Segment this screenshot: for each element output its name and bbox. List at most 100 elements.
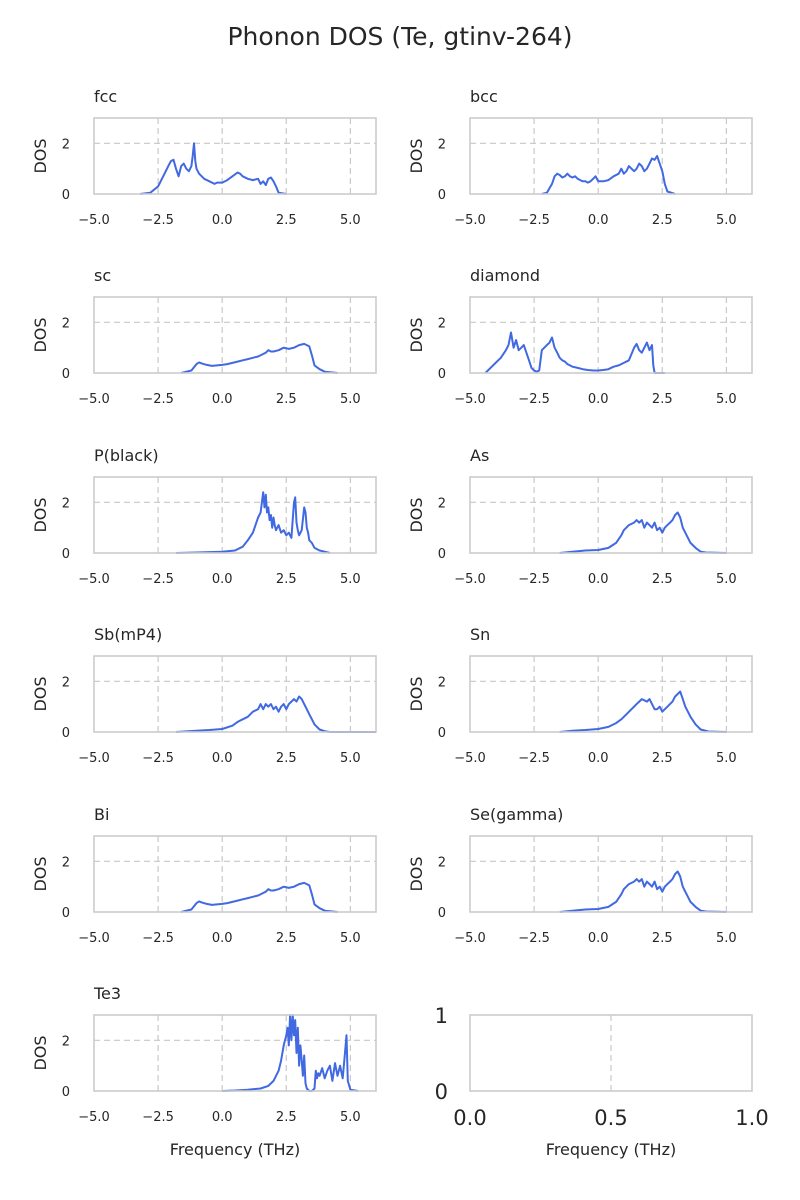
x-axis-label: Frequency (THz): [170, 1140, 300, 1159]
x-tick-label: −5.0: [78, 213, 110, 228]
dos-curve: [139, 142, 287, 195]
axes-frame: [469, 296, 753, 374]
x-tick-label: 5.0: [340, 1110, 361, 1125]
y-axis-label: DOS: [407, 317, 426, 352]
x-tick-label: −5.0: [454, 392, 486, 407]
x-tick-label: 2.5: [276, 213, 297, 228]
y-tick-label: 2: [438, 496, 446, 511]
y-tick-label: 2: [62, 855, 70, 870]
x-tick-label: 0.0: [588, 572, 609, 587]
y-tick-label: 0: [438, 906, 446, 921]
y-axis-label: DOS: [407, 856, 426, 891]
dos-curve: [559, 870, 727, 913]
panel-6: −5.0 −2.5 0.0 2.5 5.0 0 2 Sb(mP4) DOS: [31, 625, 377, 766]
x-tick-label: −2.5: [518, 213, 550, 228]
x-tick-label: 5.0: [340, 751, 361, 766]
panel-title: fcc: [94, 87, 117, 106]
y-axis-label: DOS: [31, 856, 50, 891]
panel-title: Sb(mP4): [94, 625, 162, 644]
y-axis-label: DOS: [31, 138, 50, 173]
dos-curve: [180, 342, 338, 374]
axes-frame: [93, 835, 377, 913]
dos-curve: [175, 695, 376, 733]
x-tick-label: 5.0: [716, 931, 737, 946]
y-tick-label: 2: [62, 1034, 70, 1049]
x-tick-label: −5.0: [454, 213, 486, 228]
x-tick-label: 0.0: [588, 751, 609, 766]
panel-2: −5.0 −2.5 0.0 2.5 5.0 0 2 sc DOS: [31, 266, 377, 407]
dos-curve: [559, 511, 727, 554]
x-tick-label: −2.5: [518, 392, 550, 407]
x-tick-label: 5.0: [340, 213, 361, 228]
panel-title: P(black): [94, 446, 159, 465]
panel-5: −5.0 −2.5 0.0 2.5 5.0 0 2 As DOS: [407, 446, 753, 587]
y-axis-label: DOS: [407, 138, 426, 173]
dos-curve: [180, 881, 338, 913]
x-tick-label: 0.0: [212, 392, 233, 407]
x-tick-label: 0.0: [588, 931, 609, 946]
y-tick-label: 2: [438, 855, 446, 870]
x-tick-label: 0.0: [212, 213, 233, 228]
x-tick-label: 2.5: [276, 392, 297, 407]
panel-8: −5.0 −2.5 0.0 2.5 5.0 0 2 Bi DOS: [31, 805, 377, 946]
panel-4: −5.0 −2.5 0.0 2.5 5.0 0 2 P(black) DOS: [31, 446, 377, 587]
x-tick-label: 0.0: [212, 751, 233, 766]
x-tick-label: 2.5: [652, 213, 673, 228]
x-tick-label: −5.0: [454, 751, 486, 766]
x-tick-label: 5.0: [716, 213, 737, 228]
x-tick-label: −2.5: [142, 1110, 174, 1125]
y-axis-label: DOS: [31, 497, 50, 532]
x-tick-label: −2.5: [142, 572, 174, 587]
panel-title: bcc: [470, 87, 498, 106]
axes-frame: [469, 1014, 753, 1092]
x-tick-label: 0.0: [212, 1110, 233, 1125]
x-tick-label: −2.5: [142, 931, 174, 946]
x-tick-label: −5.0: [454, 572, 486, 587]
panel-11: 0.0 0.5 1.0 0 1 Frequency (THz): [435, 1004, 769, 1159]
panel-title: sc: [94, 266, 111, 285]
axes-frame: [469, 655, 753, 733]
axes-frame: [469, 117, 753, 195]
y-tick-label: 2: [62, 496, 70, 511]
x-tick-label: 0.0: [212, 931, 233, 946]
x-tick-label: 0.0: [588, 213, 609, 228]
panel-title: Te3: [93, 984, 121, 1003]
axes-frame: [93, 655, 377, 733]
panel-3: −5.0 −2.5 0.0 2.5 5.0 0 2 diamond DOS: [407, 266, 753, 407]
y-axis-label: DOS: [407, 676, 426, 711]
panel-1: −5.0 −2.5 0.0 2.5 5.0 0 2 bcc DOS: [407, 87, 753, 228]
x-tick-label: 5.0: [716, 751, 737, 766]
panel-title: Se(gamma): [470, 805, 563, 824]
x-tick-label: 0.0: [588, 392, 609, 407]
x-tick-label: 5.0: [716, 392, 737, 407]
panel-title: diamond: [470, 266, 540, 285]
y-tick-label: 2: [438, 137, 446, 152]
y-axis-label: DOS: [407, 497, 426, 532]
x-tick-label: 2.5: [276, 1110, 297, 1125]
y-tick-label: 0: [62, 367, 70, 382]
y-tick-label: 2: [62, 675, 70, 690]
y-tick-label: 2: [62, 316, 70, 331]
x-tick-label: 2.5: [652, 931, 673, 946]
x-tick-label: −5.0: [78, 572, 110, 587]
x-tick-label: −5.0: [454, 931, 486, 946]
axes-frame: [93, 1014, 377, 1092]
panel-9: −5.0 −2.5 0.0 2.5 5.0 0 2 Se(gamma) DOS: [407, 805, 753, 946]
dos-curve: [222, 1014, 359, 1092]
panel-title: Sn: [470, 625, 490, 644]
x-tick-label: 2.5: [652, 392, 673, 407]
x-tick-label: 0.5: [594, 1106, 627, 1130]
x-tick-label: 1.0: [735, 1106, 768, 1130]
y-tick-label: 0: [62, 726, 70, 741]
y-tick-label: 2: [438, 675, 446, 690]
dos-curve: [484, 331, 665, 374]
axes-frame: [93, 296, 377, 374]
x-tick-label: −5.0: [78, 1110, 110, 1125]
x-tick-label: −2.5: [142, 751, 174, 766]
x-tick-label: −2.5: [142, 213, 174, 228]
y-tick-label: 0: [438, 547, 446, 562]
x-tick-label: 5.0: [340, 931, 361, 946]
axes-frame: [93, 476, 377, 554]
x-tick-label: 2.5: [276, 572, 297, 587]
